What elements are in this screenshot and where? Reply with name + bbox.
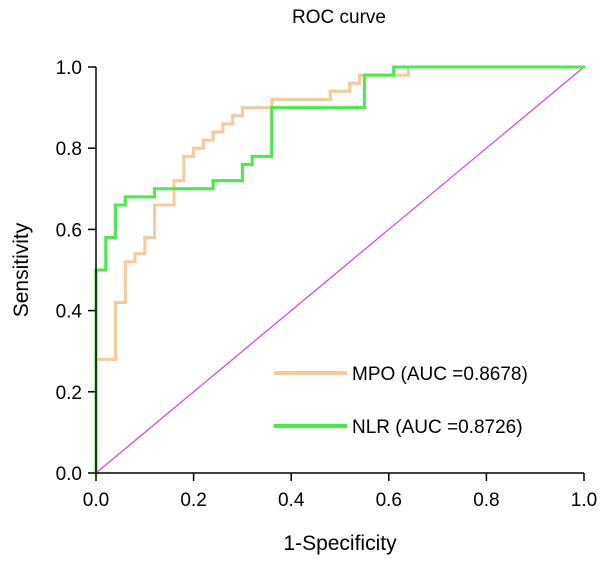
- nlr-point: [582, 65, 586, 69]
- mpo-point: [143, 252, 147, 256]
- x-tick-label: 0.2: [180, 490, 206, 511]
- y-axis-label: Sensitivity: [10, 222, 33, 317]
- nlr-point: [123, 195, 127, 199]
- nlr-point: [211, 187, 215, 191]
- y-ticks: 0.0 0.2 0.4 0.6 0.8 1.0: [56, 58, 96, 485]
- mpo-point: [270, 97, 274, 102]
- y-tick-label: 0.8: [56, 139, 82, 160]
- nlr-point: [113, 235, 118, 240]
- mpo-point: [357, 81, 362, 85]
- mpo-point: [172, 203, 176, 207]
- nlr-point: [392, 65, 396, 69]
- nlr-point: [104, 235, 108, 240]
- chart-title: ROC curve: [292, 7, 386, 28]
- nlr-point: [250, 162, 254, 167]
- mpo-point: [240, 114, 244, 118]
- plot-lines: [94, 65, 586, 475]
- mpo-point: [182, 154, 186, 158]
- mpo-point: [133, 252, 137, 256]
- nlr-point: [104, 268, 108, 272]
- mpo-point: [143, 235, 147, 240]
- mpo-point: [231, 114, 235, 118]
- mpo-point: [231, 122, 235, 126]
- nlr-point: [211, 179, 215, 183]
- mpo-point: [328, 89, 332, 93]
- nlr-point: [270, 154, 274, 158]
- nlr-point: [270, 106, 274, 110]
- nlr-point: [152, 187, 157, 191]
- mpo-point: [201, 146, 205, 150]
- y-tick-label: 0.6: [56, 220, 82, 241]
- mpo-point: [357, 73, 362, 77]
- mpo-point: [123, 300, 127, 305]
- mpo-point: [152, 203, 157, 207]
- mpo-point: [182, 179, 186, 183]
- x-tick-label: 0.6: [376, 490, 402, 511]
- nlr-point: [362, 73, 366, 77]
- nlr-point: [113, 203, 118, 207]
- mpo-point: [348, 81, 352, 85]
- x-tick-label: 0.0: [83, 490, 109, 511]
- nlr-point: [250, 154, 254, 158]
- x-tick-label: 1.0: [571, 490, 597, 511]
- mpo-point: [406, 73, 410, 77]
- nlr-point: [362, 106, 366, 110]
- mpo-point: [240, 106, 244, 110]
- reference-diagonal-line: [95, 66, 585, 474]
- mpo-point: [192, 146, 196, 150]
- nlr-point: [392, 73, 396, 77]
- y-tick-label: 0.2: [56, 383, 82, 404]
- legend-label-nlr: NLR (AUC =0.8726): [352, 417, 523, 438]
- mpo-point: [113, 357, 118, 361]
- nlr-point: [123, 203, 127, 207]
- axes: [95, 67, 584, 474]
- mpo-point: [201, 138, 205, 142]
- mpo-point: [348, 89, 352, 93]
- legend: MPO (AUC =0.8678) NLR (AUC =0.8726): [274, 364, 528, 438]
- mpo-point: [133, 260, 137, 264]
- x-tick-label: 0.4: [278, 490, 305, 511]
- mpo-point: [113, 300, 118, 305]
- mpo-point: [211, 138, 215, 142]
- nlr-point: [240, 179, 244, 183]
- y-tick-label: 0.0: [56, 464, 82, 485]
- y-tick-label: 0.4: [56, 302, 83, 323]
- mpo-point: [152, 235, 157, 240]
- mpo-point: [328, 97, 332, 102]
- x-tick-label: 0.8: [473, 490, 499, 511]
- x-axis-label: 1-Specificity: [283, 532, 397, 555]
- nlr-point: [240, 162, 244, 167]
- mpo-point: [211, 130, 215, 134]
- mpo-point: [221, 122, 225, 126]
- legend-label-mpo: MPO (AUC =0.8678): [352, 364, 528, 385]
- mpo-point: [221, 130, 225, 134]
- mpo-point: [192, 154, 196, 158]
- nlr-point: [152, 195, 157, 199]
- mpo-point: [123, 260, 127, 264]
- x-ticks: 0.0 0.2 0.4 0.6 0.8 1.0: [83, 473, 597, 511]
- y-tick-label: 1.0: [56, 58, 82, 79]
- mpo-point: [172, 179, 176, 183]
